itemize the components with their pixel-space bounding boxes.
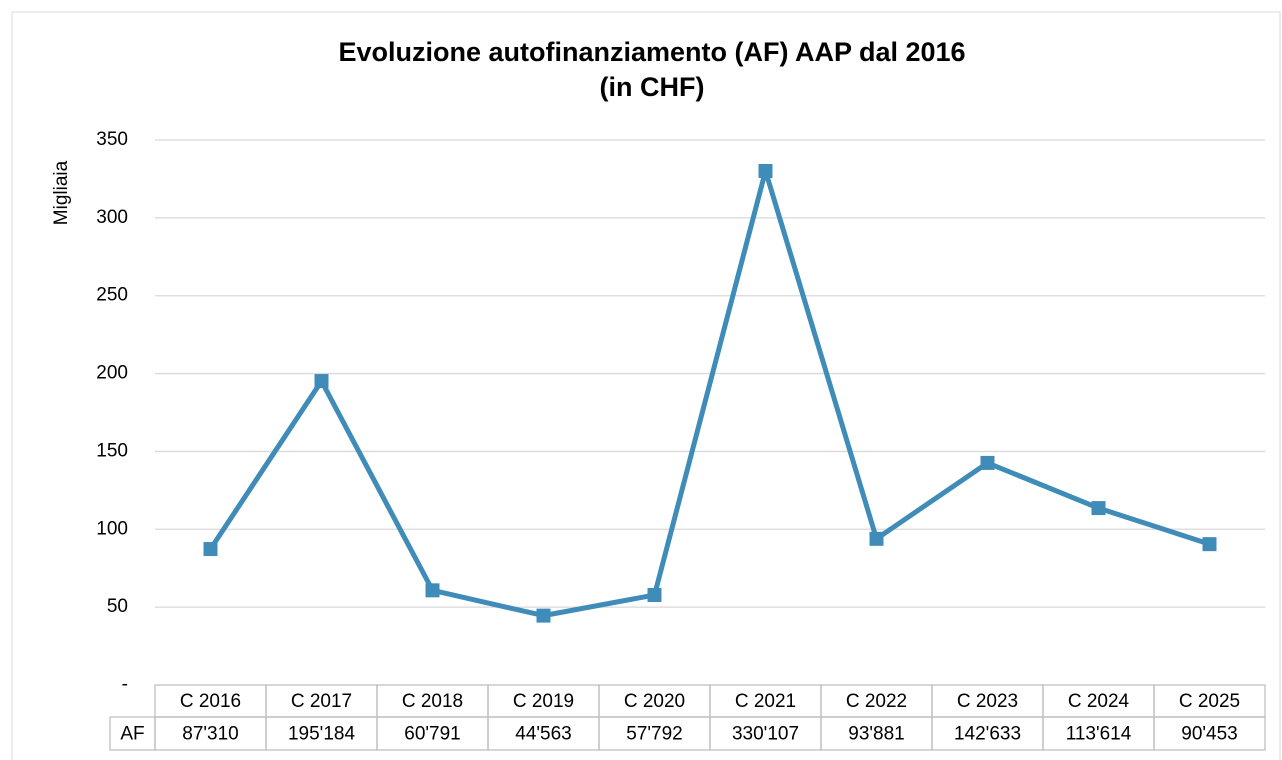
y-tick-label: 200 — [96, 363, 128, 384]
data-label: 330'107 — [732, 724, 799, 745]
marker — [1091, 501, 1106, 516]
y-tick-label: - — [122, 674, 128, 695]
y-tick-label: 350 — [96, 129, 128, 150]
y-tick-label: 250 — [96, 285, 128, 306]
data-label: 113'614 — [1066, 724, 1132, 745]
marker — [1202, 537, 1217, 552]
x-tick-label: C 2016 — [180, 691, 241, 712]
data-label: 44'563 — [515, 724, 571, 745]
marker — [869, 531, 884, 546]
data-label: 142'633 — [954, 724, 1021, 745]
series-line — [208, 168, 1211, 619]
marker — [980, 455, 995, 470]
data-label: 93'881 — [848, 724, 904, 745]
y-tick-label: 150 — [96, 440, 128, 461]
marker — [314, 374, 329, 389]
x-tick-label: C 2019 — [513, 691, 574, 712]
x-tick-label: C 2021 — [735, 691, 796, 712]
y-axis-label: Migliaia — [51, 160, 72, 225]
data-label: 87'310 — [182, 724, 238, 745]
x-tick-label: C 2018 — [402, 691, 463, 712]
legend-label: AF — [120, 724, 144, 745]
marker — [647, 588, 662, 603]
x-tick-label: C 2024 — [1068, 691, 1130, 712]
chart-title: Evoluzione autofinanziamento (AF) AAP da… — [338, 37, 965, 67]
chart-frame — [11, 11, 1281, 760]
x-tick-label: C 2017 — [291, 691, 352, 712]
x-tick-label: C 2025 — [1179, 691, 1240, 712]
y-tick-label: 100 — [96, 518, 128, 539]
data-label: 195'184 — [288, 724, 355, 745]
marker — [425, 583, 440, 598]
data-label: 60'791 — [404, 724, 460, 745]
marker — [758, 163, 773, 178]
y-tick-label: 300 — [96, 207, 128, 228]
x-tick-label: C 2022 — [846, 691, 907, 712]
y-tick-label: 50 — [107, 596, 128, 617]
x-tick-label: C 2020 — [624, 691, 685, 712]
table-cell — [1153, 716, 1266, 751]
data-label: 90'453 — [1181, 724, 1237, 745]
data-label: 57'792 — [626, 724, 682, 745]
chart-title: (in CHF) — [600, 72, 705, 102]
marker — [203, 542, 218, 557]
marker — [536, 608, 551, 623]
x-tick-label: C 2023 — [957, 691, 1018, 712]
